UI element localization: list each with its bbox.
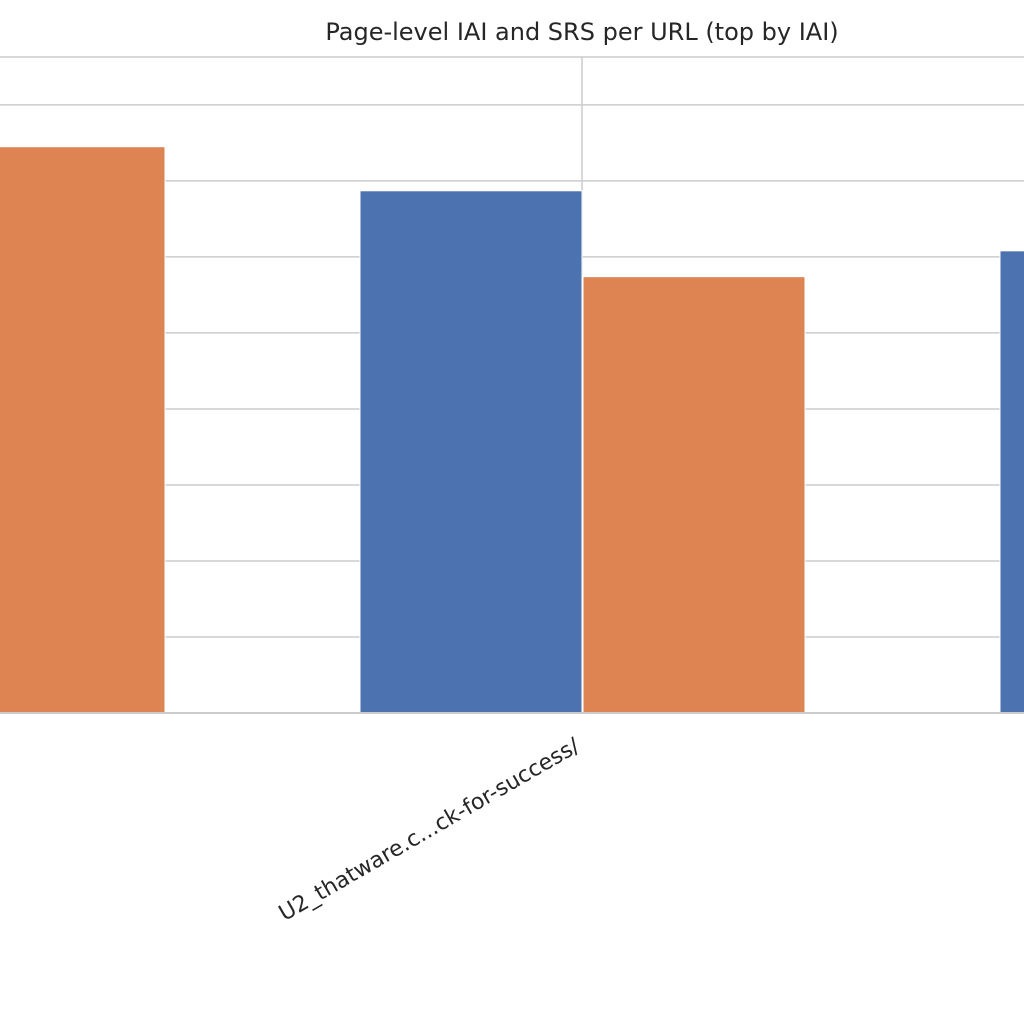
bar [582,276,806,714]
bar [999,250,1024,714]
bar [359,190,583,714]
bar [0,146,166,714]
x-tick-label: U2_thatware.c...ck-for-success/ [275,733,585,926]
chart-title: Page-level IAI and SRS per URL (top by I… [325,18,838,46]
